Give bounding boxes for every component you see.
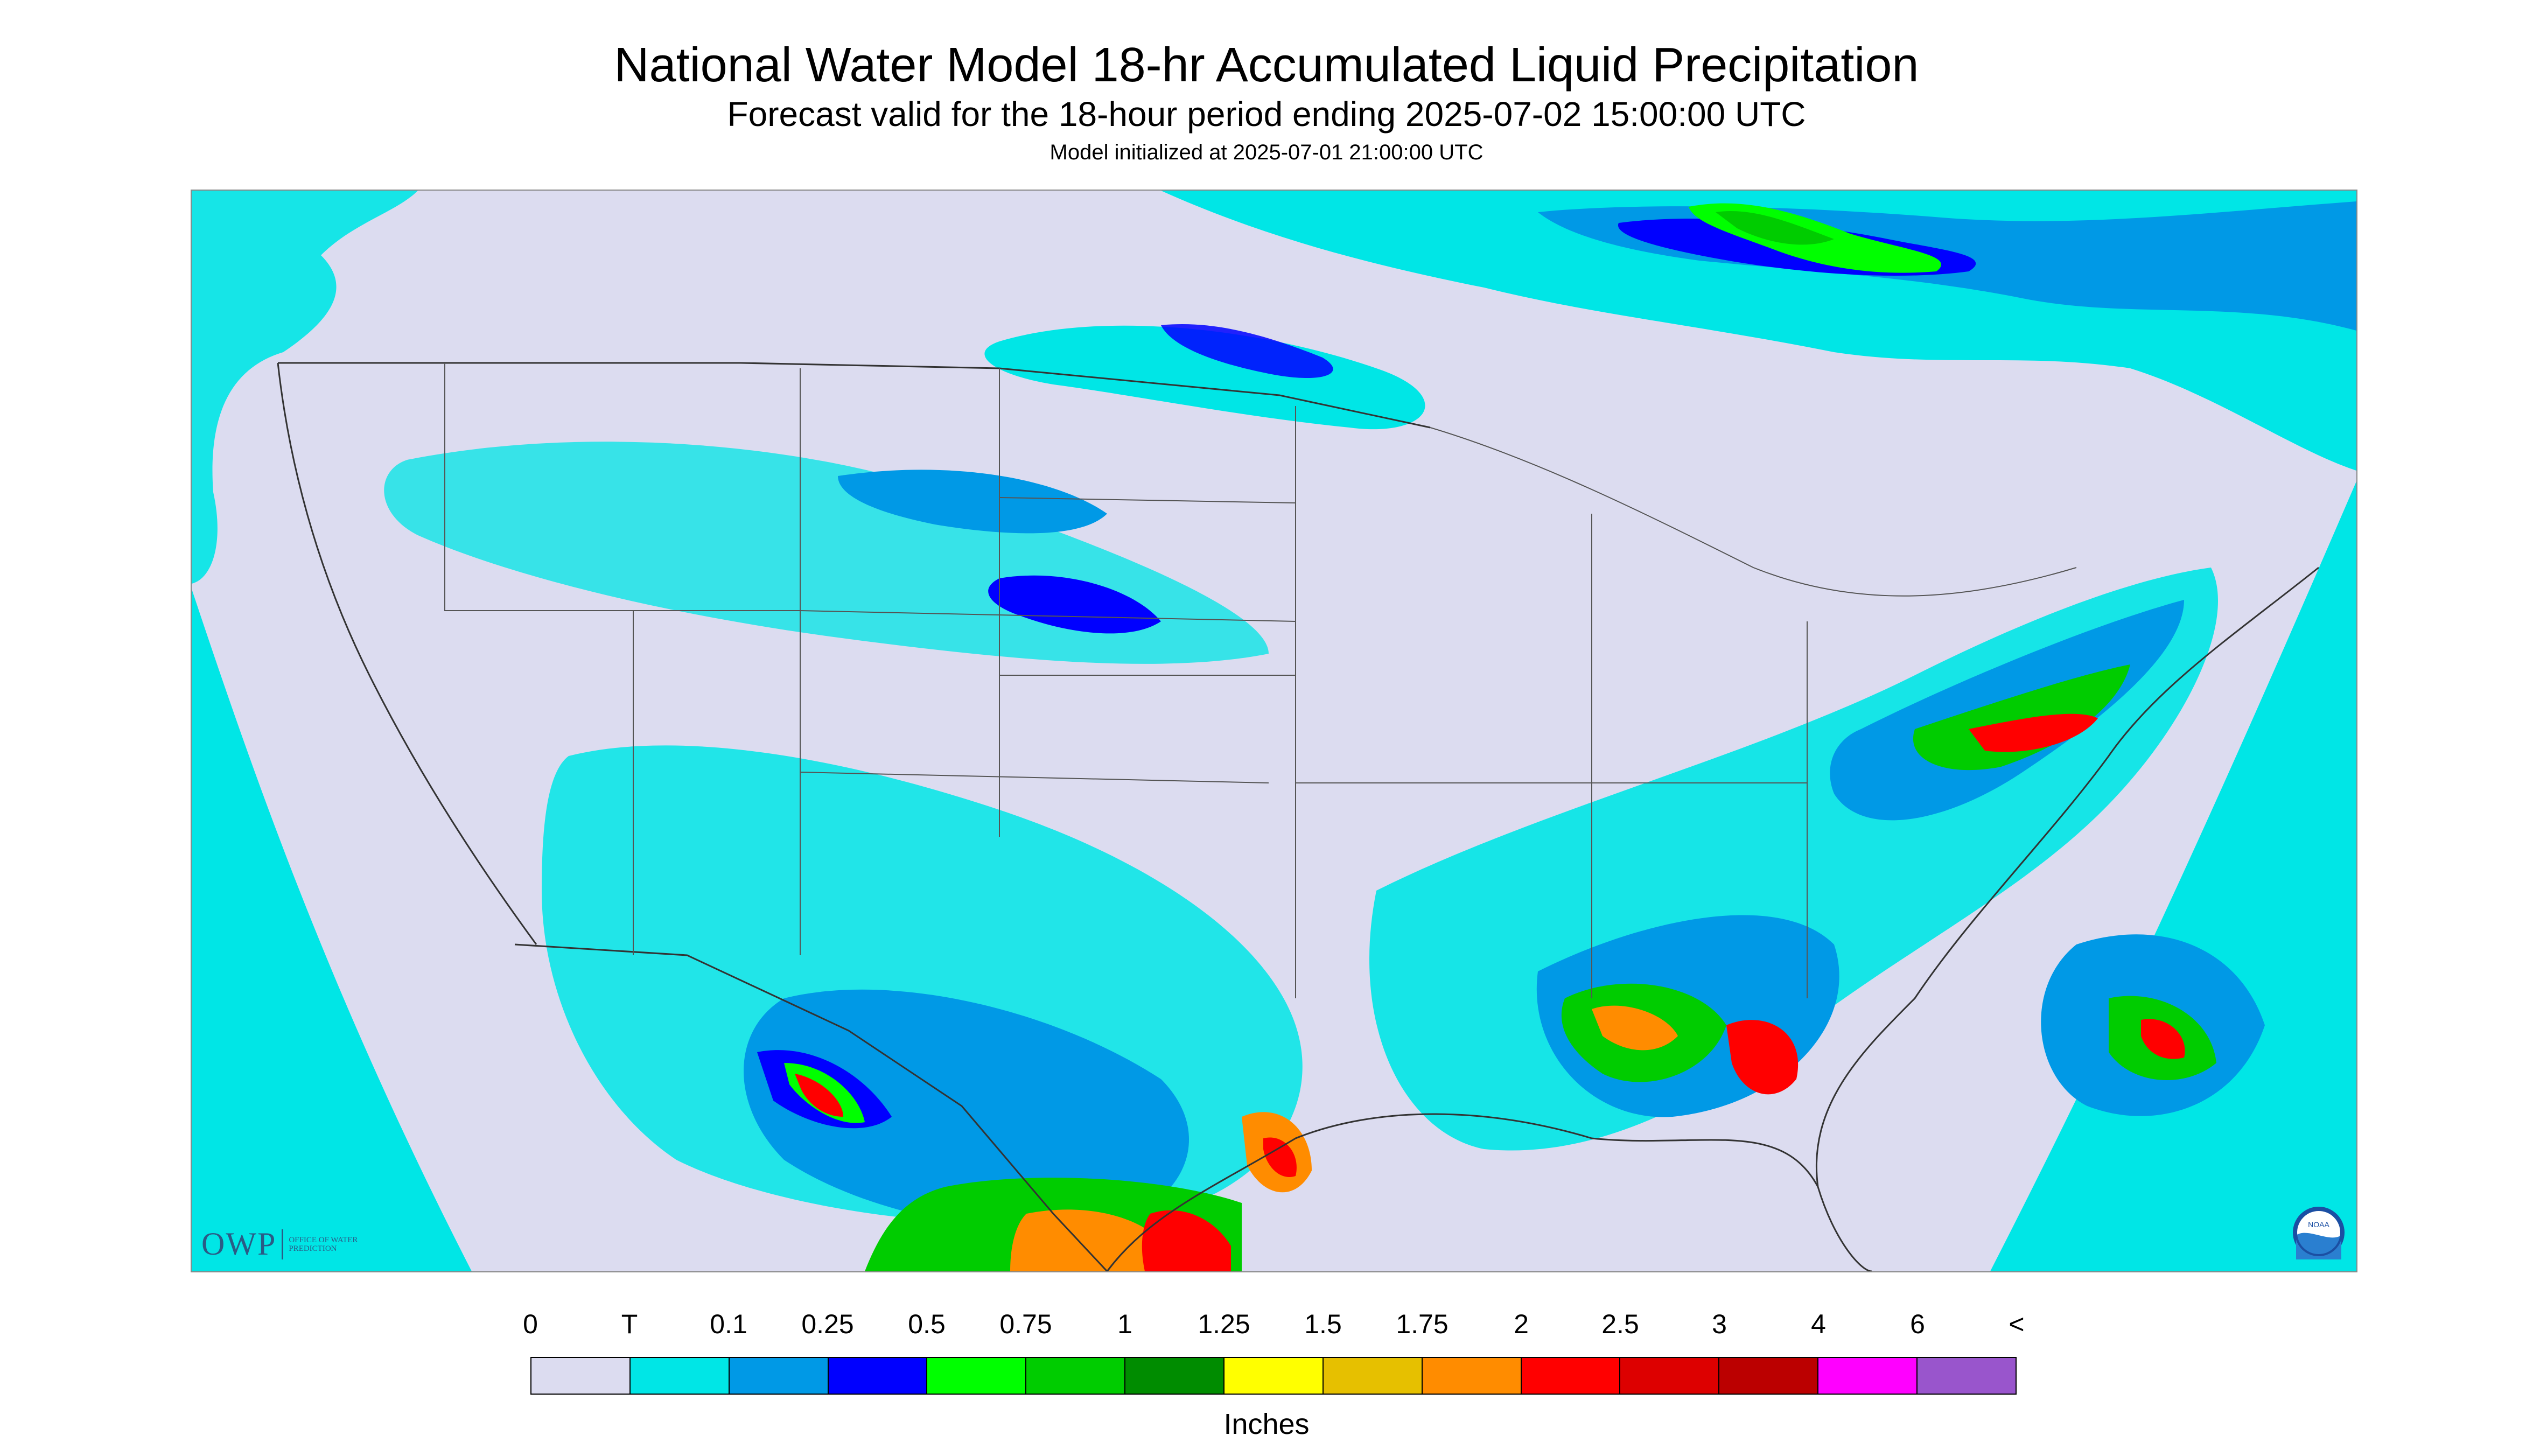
mexico-intense-rain-3: [1142, 1210, 1231, 1271]
legend-label: 3: [1712, 1309, 1727, 1339]
legend-swatch: [1323, 1358, 1423, 1394]
noaa-logo: NOAA: [2293, 1207, 2345, 1259]
legend-label: 0.1: [710, 1309, 747, 1339]
legend-swatch: [1521, 1358, 1621, 1394]
legend-swatch: [927, 1358, 1027, 1394]
legend-swatch: [630, 1358, 730, 1394]
legend-label: 2: [1514, 1309, 1529, 1339]
gulf-coast: [1106, 1113, 1872, 1271]
interior-borders: [444, 363, 2077, 998]
legend-label: 0: [523, 1309, 538, 1339]
legend-label: T: [621, 1309, 638, 1339]
northern-plains-rain: [1161, 324, 1333, 379]
legend-label: 0.75: [999, 1309, 1052, 1339]
legend-swatch: [1224, 1358, 1324, 1394]
legend-label: 1.25: [1198, 1309, 1250, 1339]
map-subtitle: Forecast valid for the 18-hour period en…: [727, 95, 1806, 134]
mexico-intense-rain-2: [1010, 1209, 1161, 1271]
legend-label: 4: [1811, 1309, 1826, 1339]
legend-labels: 0 T 0.1 0.25 0.5 0.75 1 1.25 1.5 1.75 2 2.5 3 4 6 <: [523, 1305, 2025, 1343]
legend-label: 0.5: [908, 1309, 946, 1339]
legend-swatch: [1422, 1358, 1522, 1394]
pacific-edge-precip: [192, 589, 472, 1271]
owp-logo-divider: [282, 1229, 284, 1259]
us-mexico-border: [514, 943, 1108, 1271]
owp-logo: OWP OFFICE OF WATER PREDICTION: [201, 1226, 359, 1263]
mid-atlantic-heavy-rain: [1913, 664, 2130, 771]
legend-swatch: [1918, 1358, 2016, 1394]
noaa-logo-text: NOAA: [2308, 1220, 2329, 1229]
map-canvas: [192, 191, 2356, 1271]
canada-heavier-rain: [1716, 211, 1834, 245]
legend-swatch: [828, 1358, 928, 1394]
legend-label: 6: [1910, 1309, 1925, 1339]
mexico-intense-rain-1: [795, 1074, 843, 1117]
legend-label: 1: [1117, 1309, 1132, 1339]
legend-units: Inches: [1223, 1408, 1310, 1440]
map-title: National Water Model 18-hr Accumulated L…: [614, 38, 1919, 92]
precipitation-legend: [530, 1357, 2017, 1395]
legend-label: <: [2009, 1309, 2025, 1339]
mid-atlantic-intense-rain: [1969, 713, 2098, 752]
legend-swatch: [1818, 1358, 1918, 1394]
legend-swatch: [729, 1358, 829, 1394]
east-coast: [1815, 566, 2319, 1187]
legend-swatch: [1125, 1358, 1225, 1394]
northwest-precip: [192, 191, 418, 584]
plains-moderate-rain: [988, 575, 1161, 634]
legend-label: 2.5: [1601, 1309, 1639, 1339]
gulf-extreme-rain: [1726, 1020, 1799, 1095]
west-coast: [277, 362, 537, 945]
legend-swatch: [1026, 1358, 1126, 1394]
legend-label: 1.5: [1304, 1309, 1342, 1339]
legend-swatch: [1620, 1358, 1720, 1394]
model-init-time: Model initialized at 2025-07-01 21:00:00…: [1049, 141, 1484, 164]
legend-label: 0.25: [801, 1309, 854, 1339]
texas-coast-intense-rain: [1263, 1137, 1297, 1177]
gulf-intense-rain: [1592, 1005, 1678, 1051]
precipitation-map: OWP OFFICE OF WATER PREDICTION NOAA: [191, 190, 2357, 1272]
owp-logo-subtext: OFFICE OF WATER PREDICTION: [289, 1235, 358, 1253]
legend-swatch: [1719, 1358, 1819, 1394]
plains-light-rain: [838, 470, 1107, 534]
atlantic-edge-precip: [1990, 481, 2356, 1271]
southwest-light-rain: [744, 989, 1189, 1229]
legend-label: 1.75: [1396, 1309, 1449, 1339]
legend-swatch: [531, 1358, 631, 1394]
owp-logo-text: OWP: [201, 1226, 277, 1262]
atlantic-intense-rain: [2141, 1019, 2185, 1059]
